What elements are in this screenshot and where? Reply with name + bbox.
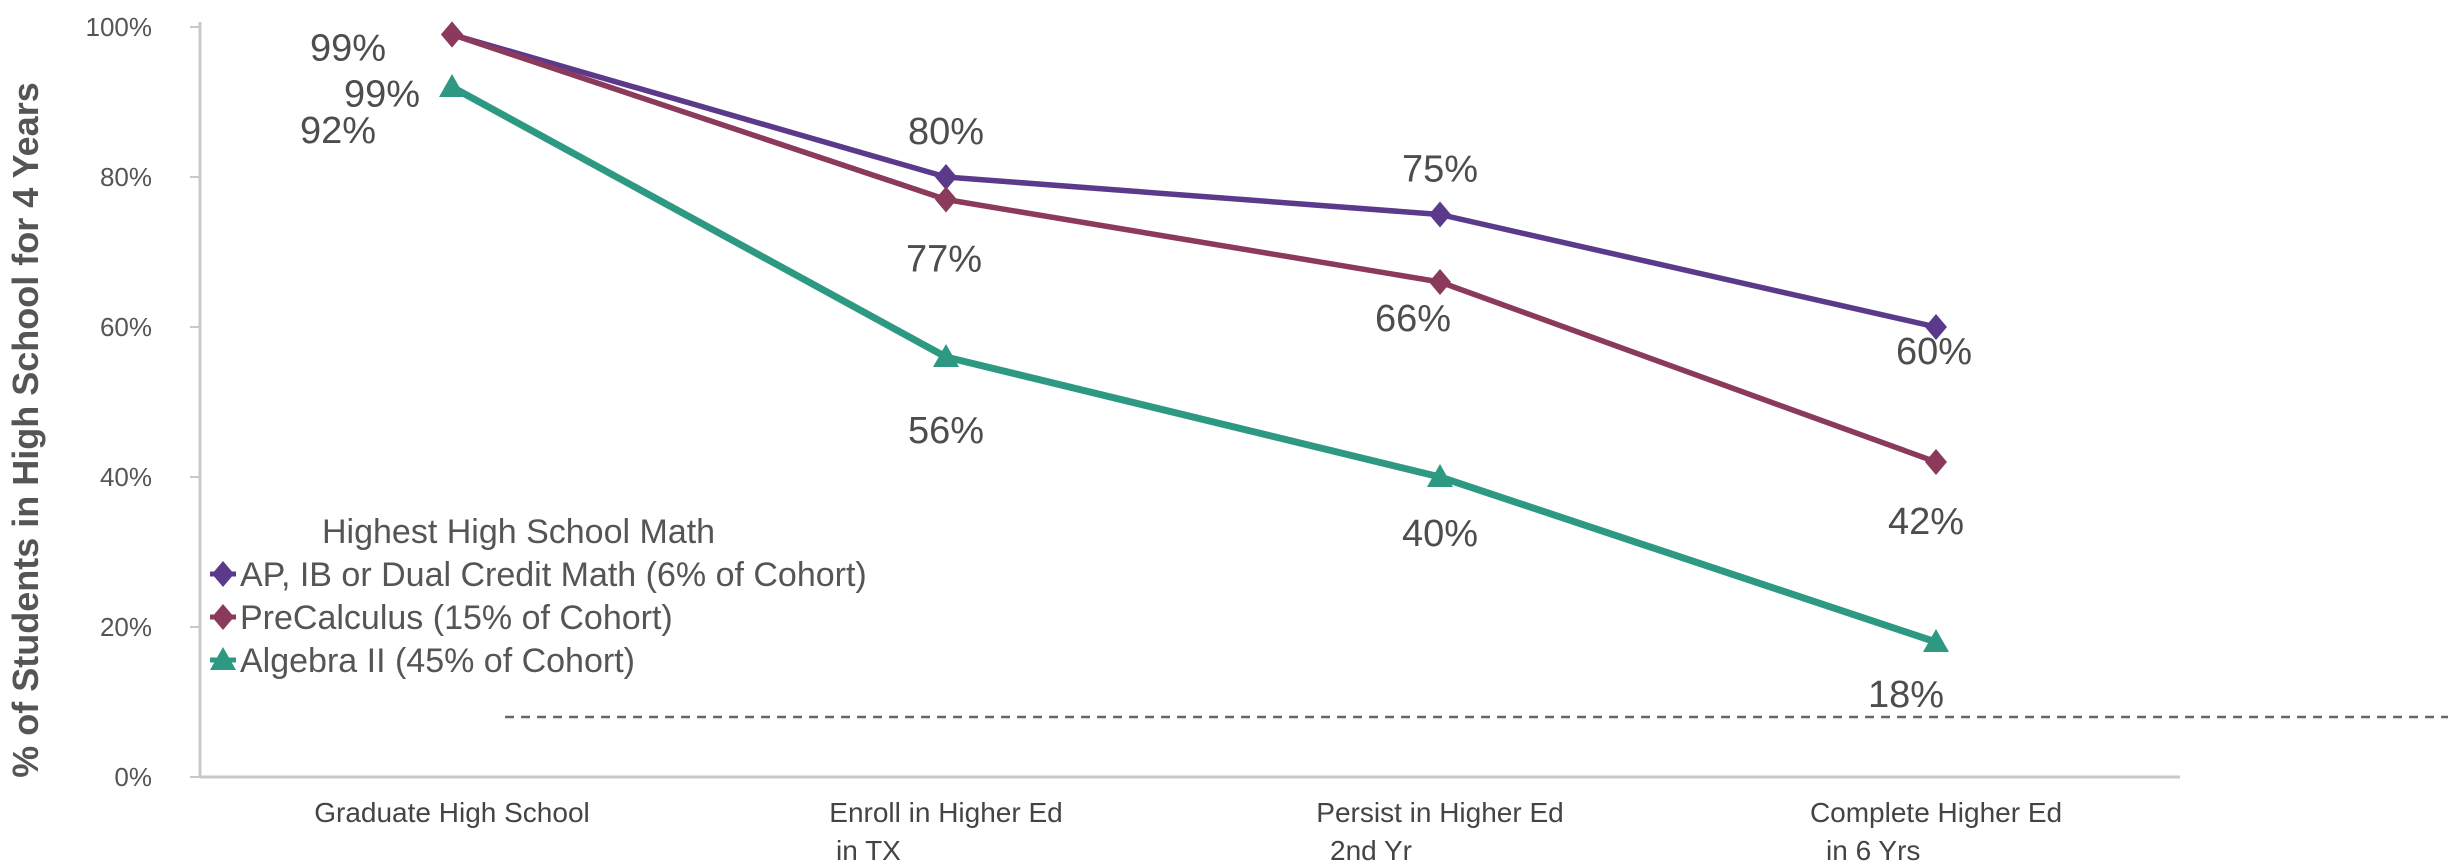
data-point xyxy=(1925,449,1947,475)
data-point xyxy=(210,647,236,670)
y-axis-title: % of Students in High School for 4 Years xyxy=(5,82,46,777)
series-line xyxy=(451,31,1937,465)
series-lines xyxy=(439,21,1949,652)
x-tick-label: Graduate High School xyxy=(314,797,590,828)
y-tick-label: 40% xyxy=(100,462,152,492)
y-tick-label: 60% xyxy=(100,312,152,342)
data-point xyxy=(1429,269,1451,295)
y-tick-label: 100% xyxy=(86,12,153,42)
legend-entry-1: AP, IB or Dual Credit Math (6% of Cohort… xyxy=(240,556,867,594)
legend-entry-3: Algebra II (45% of Cohort) xyxy=(240,642,635,680)
legend-entry-2: PreCalculus (15% of Cohort) xyxy=(240,599,673,637)
data-point xyxy=(212,604,234,630)
y-tick-label: 20% xyxy=(100,612,152,642)
x-tick-label: in 6 Yrs xyxy=(1826,835,1920,866)
series-1 xyxy=(441,21,1947,340)
series-line xyxy=(451,31,1937,330)
data-point xyxy=(933,344,959,367)
y-tick-label: 80% xyxy=(100,162,152,192)
data-point xyxy=(212,561,234,587)
data-point xyxy=(439,74,465,97)
data-point xyxy=(935,164,957,190)
x-tick-label: Complete Higher Ed xyxy=(1810,797,2062,828)
data-label: 56% xyxy=(908,410,984,452)
data-label: 99% xyxy=(310,28,386,70)
data-label: 77% xyxy=(906,239,982,281)
x-tick-label: 2nd Yr xyxy=(1330,835,1412,866)
data-point xyxy=(1427,464,1453,487)
y-tick-labels: 0% 20% 40% 60% 80% 100% xyxy=(86,12,200,792)
series-3 xyxy=(439,74,1949,652)
data-label: 60% xyxy=(1896,331,1972,373)
data-label: 40% xyxy=(1402,513,1478,555)
data-label: 42% xyxy=(1888,501,1964,543)
data-point xyxy=(1925,314,1947,340)
x-tick-label: Persist in Higher Ed xyxy=(1316,797,1563,828)
legend: Highest High School Math AP, IB or Dual … xyxy=(210,513,867,680)
data-label: 75% xyxy=(1402,149,1478,191)
x-tick-labels: Graduate High School Enroll in Higher Ed i… xyxy=(314,797,2062,866)
data-label: 66% xyxy=(1375,298,1451,340)
series-line xyxy=(450,83,1938,646)
data-point xyxy=(1923,629,1949,652)
data-label: 99% xyxy=(344,74,420,116)
data-label: 80% xyxy=(908,111,984,153)
legend-title: Highest High School Math xyxy=(322,513,715,551)
data-labels: 99% 80% 75% 60% 99% 77% 66% 42% 92% 56% 40% 18% xyxy=(300,28,1972,717)
x-tick-label: Enroll in Higher Ed xyxy=(829,797,1062,828)
data-point xyxy=(935,186,957,213)
data-label: 92% xyxy=(300,110,376,152)
axes xyxy=(198,22,2180,779)
series-2 xyxy=(441,21,1947,475)
y-tick-label: 0% xyxy=(114,762,152,792)
x-tick-label: in TX xyxy=(836,835,901,866)
data-label: 18% xyxy=(1868,674,1944,716)
data-point xyxy=(441,21,463,48)
data-point xyxy=(1429,201,1451,228)
